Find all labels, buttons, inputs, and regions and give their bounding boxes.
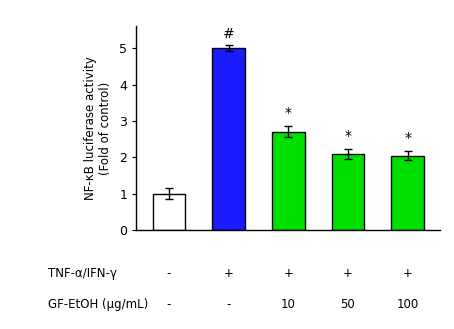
Text: 100: 100 (396, 298, 419, 311)
Text: -: - (227, 298, 231, 311)
Text: 50: 50 (340, 298, 355, 311)
Text: TNF-α/IFN-γ: TNF-α/IFN-γ (48, 267, 117, 280)
Y-axis label: NF-κB luciferase activity
(Fold of control): NF-κB luciferase activity (Fold of contr… (84, 56, 112, 200)
Bar (331, 154, 365, 230)
Text: 10: 10 (281, 298, 296, 311)
Text: *: * (345, 129, 351, 143)
Bar (272, 132, 305, 230)
Text: -: - (167, 298, 171, 311)
Bar (212, 48, 245, 230)
Text: +: + (283, 267, 293, 280)
Bar (391, 156, 424, 230)
Text: +: + (343, 267, 353, 280)
Text: #: # (223, 27, 235, 40)
Text: GF-EtOH (μg/mL): GF-EtOH (μg/mL) (48, 298, 148, 311)
Text: +: + (224, 267, 234, 280)
Text: *: * (404, 131, 411, 145)
Bar (153, 194, 185, 230)
Text: +: + (403, 267, 413, 280)
Text: *: * (285, 106, 292, 120)
Text: -: - (167, 267, 171, 280)
